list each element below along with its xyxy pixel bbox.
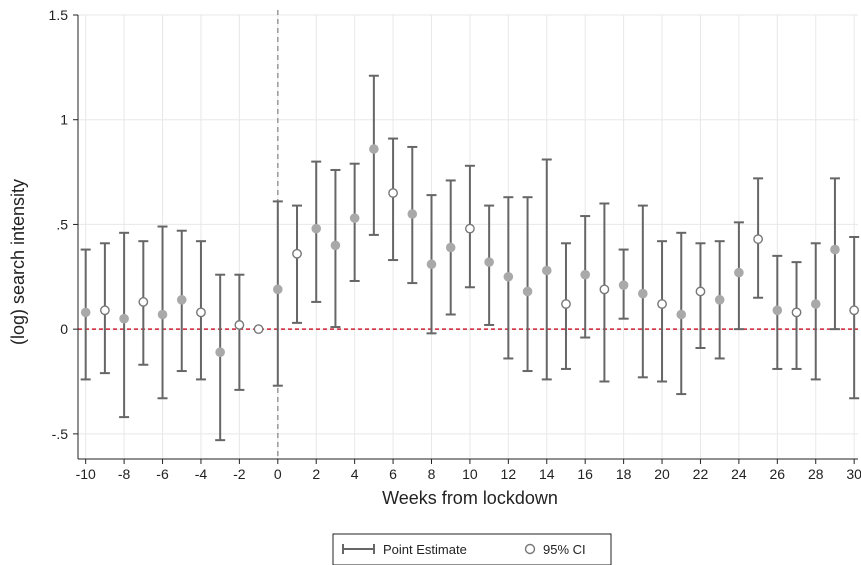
data-point bbox=[330, 240, 341, 251]
ci-bar bbox=[368, 74, 379, 236]
x-tick-label: -4 bbox=[195, 466, 208, 482]
x-axis-title: Weeks from lockdown bbox=[382, 488, 558, 508]
data-point bbox=[273, 284, 283, 295]
data-point bbox=[503, 271, 514, 282]
data-point bbox=[522, 286, 533, 297]
x-tick-label: 8 bbox=[428, 466, 436, 482]
data-point bbox=[484, 257, 494, 267]
x-tick-label: 18 bbox=[616, 466, 632, 482]
data-point bbox=[138, 297, 149, 307]
ci-bar bbox=[810, 242, 821, 381]
x-tick-label: 26 bbox=[770, 466, 786, 482]
ci-bar bbox=[215, 273, 226, 442]
data-point bbox=[561, 299, 571, 309]
y-tick-label: 1.5 bbox=[49, 7, 69, 23]
legend: Point Estimate 95% CI bbox=[332, 533, 612, 565]
data-point bbox=[830, 244, 840, 255]
data-point bbox=[407, 209, 418, 219]
x-tick-label: -10 bbox=[76, 466, 96, 482]
reference-lines bbox=[78, 10, 858, 459]
ci-bar bbox=[388, 137, 399, 262]
data-point bbox=[810, 299, 821, 309]
data-point bbox=[580, 269, 590, 280]
x-tick-label: -6 bbox=[156, 466, 169, 482]
y-tick-label: 1 bbox=[60, 112, 68, 128]
data-point bbox=[311, 223, 322, 234]
data-point bbox=[99, 305, 110, 316]
legend-point-estimate-symbol bbox=[342, 544, 375, 554]
x-tick-label: 20 bbox=[654, 466, 670, 482]
x-tick-label: 4 bbox=[351, 466, 359, 482]
y-tick-labels: -.5 0 .5 1 1.5 bbox=[49, 7, 69, 442]
data-point bbox=[253, 324, 264, 335]
data-point bbox=[349, 213, 360, 223]
x-tick-label: 22 bbox=[693, 466, 709, 482]
x-tick-label: 6 bbox=[389, 466, 397, 482]
legend-point-estimate-label: Point Estimate bbox=[383, 542, 467, 557]
data-point bbox=[695, 286, 706, 297]
x-tick-label: 14 bbox=[539, 466, 555, 482]
x-tick-label: 16 bbox=[577, 466, 593, 482]
ci-bar bbox=[849, 236, 860, 400]
data-point bbox=[618, 280, 629, 290]
y-axis-title: (log) search intensity bbox=[8, 179, 28, 345]
data-point bbox=[753, 234, 763, 244]
data-point bbox=[657, 299, 667, 309]
data-point bbox=[541, 265, 552, 276]
data-point bbox=[734, 267, 744, 278]
ci-bar bbox=[292, 204, 303, 324]
ci-bar bbox=[657, 240, 668, 383]
data-point bbox=[849, 305, 860, 316]
x-tick-label: 24 bbox=[731, 466, 747, 482]
data-point bbox=[676, 309, 687, 320]
x-tick-label: -8 bbox=[118, 466, 131, 482]
data-point bbox=[772, 305, 783, 316]
data-point bbox=[388, 188, 398, 198]
ci-bar bbox=[119, 231, 130, 419]
ci-bar bbox=[234, 273, 245, 391]
data-point bbox=[234, 320, 245, 330]
data-point bbox=[157, 309, 168, 320]
y-tick-label: -.5 bbox=[52, 426, 69, 442]
x-tick-label: 30 bbox=[846, 466, 861, 482]
x-tick-label: 0 bbox=[274, 466, 282, 482]
data-point bbox=[119, 313, 129, 324]
data-point bbox=[80, 307, 91, 318]
x-tick-label: 12 bbox=[501, 466, 517, 482]
x-tick-label: 10 bbox=[462, 466, 478, 482]
y-tick-label: .5 bbox=[56, 216, 68, 232]
axes bbox=[73, 14, 858, 464]
y-tick-label: 0 bbox=[60, 321, 68, 337]
x-tick-label: -2 bbox=[233, 466, 246, 482]
x-tick-label: 28 bbox=[808, 466, 824, 482]
data-point bbox=[599, 284, 610, 295]
data-point bbox=[638, 288, 648, 299]
data-point bbox=[465, 223, 475, 234]
grid bbox=[78, 14, 858, 459]
legend-ci-label: 95% CI bbox=[543, 542, 586, 557]
data-point bbox=[791, 307, 802, 318]
x-tick-label: 2 bbox=[312, 466, 320, 482]
ci-bar bbox=[522, 196, 533, 373]
legend-box bbox=[332, 533, 612, 565]
data-point bbox=[292, 248, 302, 259]
data-point bbox=[714, 295, 725, 305]
points bbox=[80, 144, 860, 357]
data-point bbox=[445, 242, 456, 253]
data-point bbox=[196, 307, 206, 318]
data-point bbox=[176, 295, 187, 305]
x-tick-labels: -10 -8 -6 -4 -2 0 2 4 6 8 10 12 14 16 18 20 22 24 26 28 30 bbox=[76, 466, 861, 482]
legend-ci-symbol bbox=[524, 543, 536, 555]
data-point bbox=[369, 144, 379, 154]
data-point bbox=[215, 347, 225, 357]
data-point bbox=[426, 259, 437, 270]
